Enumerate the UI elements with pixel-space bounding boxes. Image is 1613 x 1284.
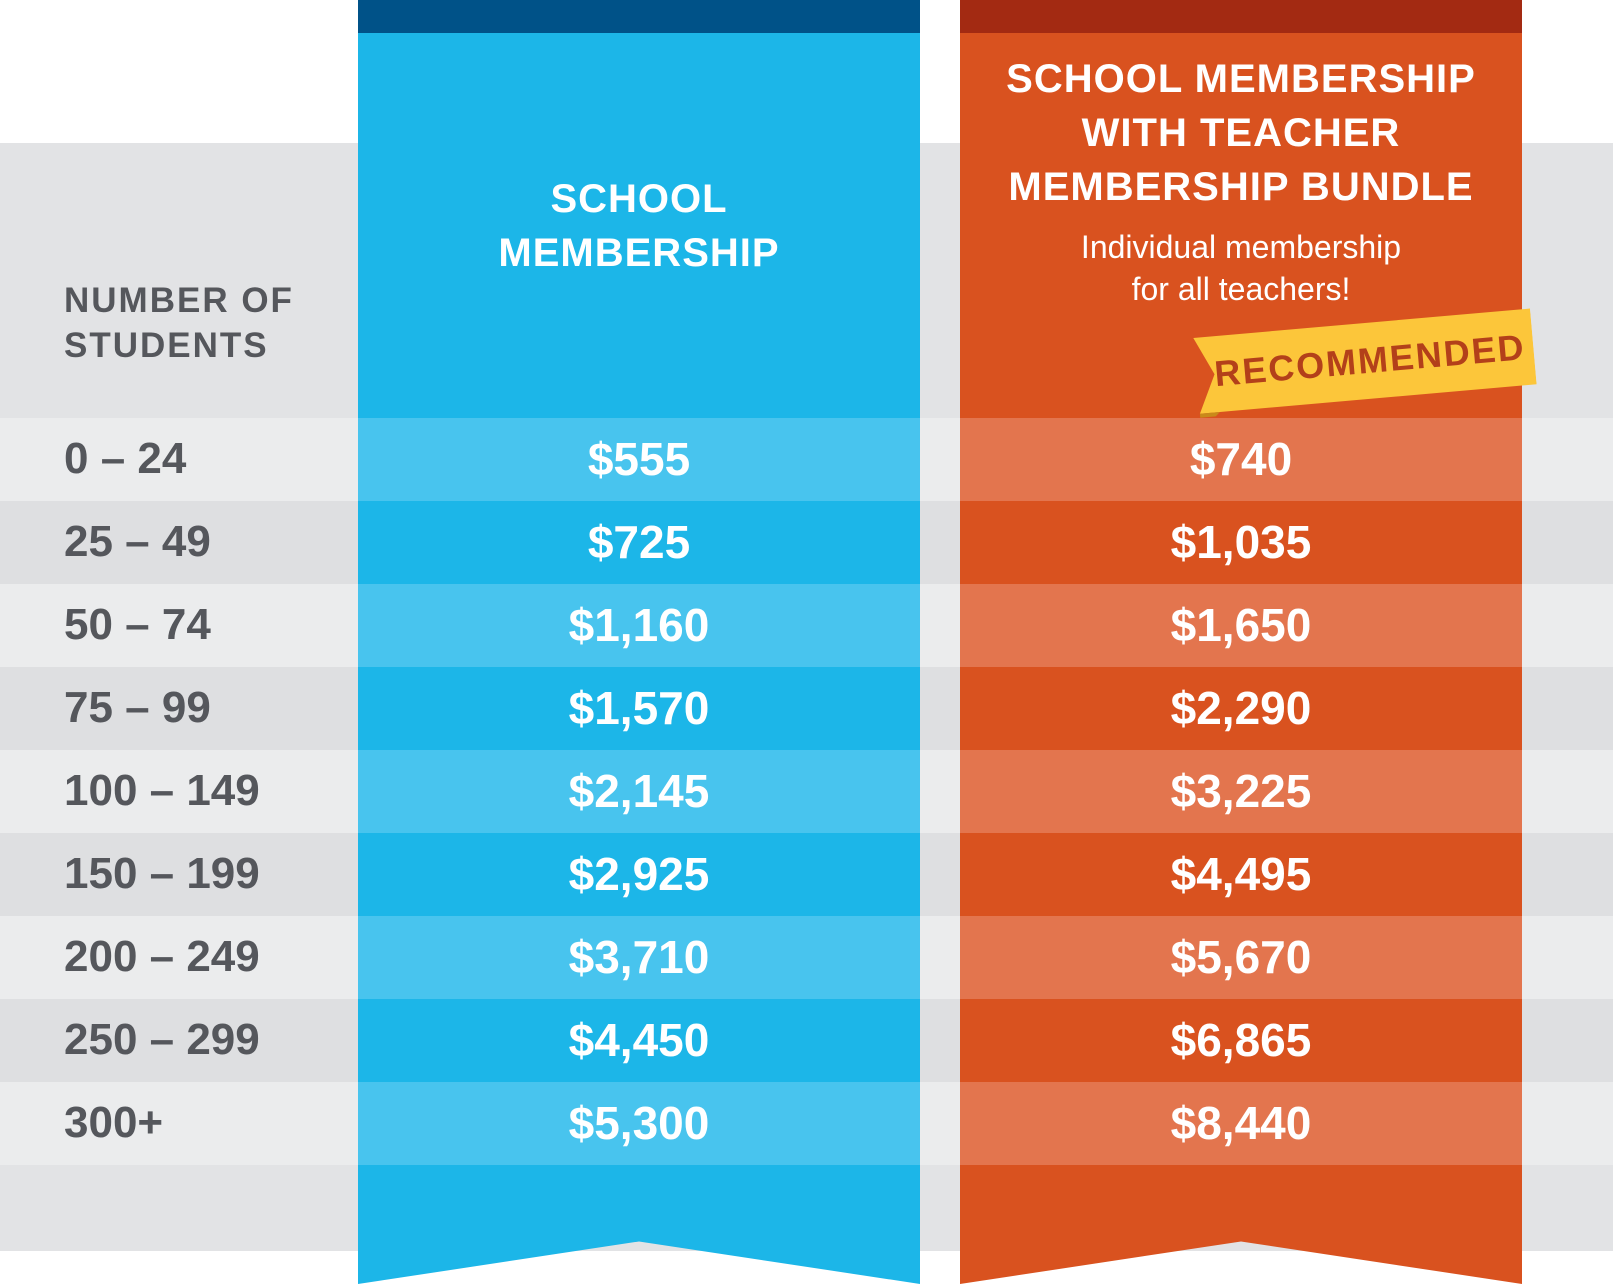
title-line: MEMBERSHIP: [498, 231, 780, 275]
number-of-students-header: NUMBER OF STUDENTS: [64, 278, 354, 368]
student-count-label: 300+: [64, 1098, 164, 1147]
bundle-membership-column: SCHOOL MEMBERSHIP WITH TEACHER MEMBERSHI…: [960, 0, 1522, 1284]
title-line: WITH TEACHER: [1081, 111, 1401, 155]
cell-stripe: [358, 1082, 920, 1165]
header-line: STUDENTS: [64, 326, 269, 365]
school-membership-column: SCHOOL MEMBERSHIP $555 $725 $1,160 $1,570 $2…: [358, 0, 920, 1284]
school-price: $2,145: [568, 765, 710, 817]
bundle-price: $5,670: [1170, 931, 1312, 983]
title-line: SCHOOL MEMBERSHIP: [1006, 57, 1476, 101]
school-price: $555: [587, 433, 691, 485]
cell-stripe: [960, 916, 1522, 999]
cell-stripe: [358, 584, 920, 667]
cell-stripe: [960, 1082, 1522, 1165]
bundle-membership-title: SCHOOL MEMBERSHIP WITH TEACHER MEMBERSHI…: [960, 52, 1522, 214]
student-count-label: 100 – 149: [64, 766, 260, 815]
bundle-price: $4,495: [1170, 848, 1312, 900]
school-price: $1,160: [568, 599, 710, 651]
bundle-membership-subtitle: Individual membership for all teachers!: [960, 226, 1522, 310]
cell-stripe: [960, 750, 1522, 833]
cell-stripe: [358, 916, 920, 999]
cell-stripe: [358, 750, 920, 833]
cell-stripe: [358, 418, 920, 501]
bundle-price: $2,290: [1170, 682, 1312, 734]
bundle-price: $1,650: [1170, 599, 1312, 651]
student-count-label: 150 – 199: [64, 849, 260, 898]
student-count-label: 200 – 249: [64, 932, 260, 981]
header-line: NUMBER OF: [64, 281, 294, 320]
bundle-price: $3,225: [1170, 765, 1312, 817]
school-price: $3,710: [568, 931, 710, 983]
school-price: $4,450: [568, 1014, 710, 1066]
subtitle-line: for all teachers!: [1131, 271, 1351, 307]
student-count-label: 50 – 74: [64, 600, 211, 649]
student-count-label: 25 – 49: [64, 517, 211, 566]
bundle-price: $740: [1189, 433, 1293, 485]
student-count-label: 0 – 24: [64, 434, 187, 483]
column-cap: [960, 0, 1522, 33]
column-body: [960, 33, 1522, 1284]
cell-stripe: [960, 584, 1522, 667]
column-body: [358, 33, 920, 1284]
title-line: MEMBERSHIP BUNDLE: [1008, 165, 1474, 209]
bundle-price: $1,035: [1170, 516, 1312, 568]
bundle-price: $8,440: [1170, 1097, 1312, 1149]
student-count-label: 75 – 99: [64, 683, 211, 732]
school-price: $2,925: [568, 848, 710, 900]
school-price: $1,570: [568, 682, 710, 734]
school-price: $5,300: [568, 1097, 710, 1149]
student-count-label: 250 – 299: [64, 1015, 260, 1064]
cell-stripe: [960, 418, 1522, 501]
school-price: $725: [587, 516, 691, 568]
title-line: SCHOOL: [550, 177, 728, 221]
bundle-price: $6,865: [1170, 1014, 1312, 1066]
column-cap: [358, 0, 920, 33]
school-membership-title: SCHOOL MEMBERSHIP: [358, 172, 920, 280]
subtitle-line: Individual membership: [1080, 229, 1402, 265]
